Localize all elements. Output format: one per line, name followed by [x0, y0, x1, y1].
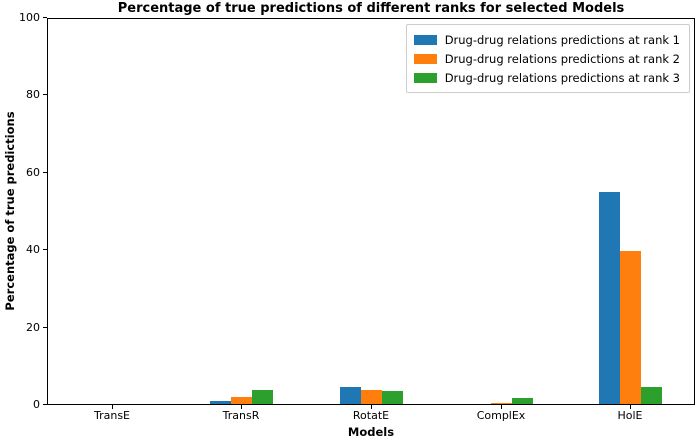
y-tick-label: 40 [26, 243, 40, 256]
bar-hole-rank3 [640, 387, 662, 404]
bar-rotate-rank1 [339, 387, 361, 404]
y-tick-mark [43, 327, 47, 328]
x-tick-label: TransR [222, 409, 260, 422]
legend: Drug-drug relations predictions at rank … [405, 24, 690, 93]
legend-label: Drug-drug relations predictions at rank … [444, 70, 680, 85]
y-tick-mark [43, 172, 47, 173]
x-tick-label: TransE [93, 409, 131, 422]
x-tick-mark [241, 405, 242, 409]
x-tick-mark [371, 405, 372, 409]
y-tick-mark [43, 94, 47, 95]
x-tick-mark [501, 405, 502, 409]
x-tick-mark [112, 405, 113, 409]
x-axis-label: Models [347, 425, 395, 439]
legend-label: Drug-drug relations predictions at rank … [444, 51, 680, 66]
x-tick-label: ComplEx [476, 409, 526, 422]
bar-transr-rank2 [230, 397, 252, 404]
bar-rotate-rank3 [381, 391, 403, 404]
chart-title: Percentage of true predictions of differ… [117, 1, 625, 16]
y-tick-mark [43, 249, 47, 250]
bar-complex-rank3 [511, 398, 533, 404]
y-tick-mark [43, 404, 47, 405]
bar-hole-rank2 [619, 251, 641, 404]
bar-transr-rank1 [209, 401, 231, 404]
bar-complex-rank2 [490, 403, 512, 404]
y-tick-mark [43, 17, 47, 18]
legend-swatch-icon [413, 34, 437, 45]
bar-hole-rank1 [598, 192, 620, 404]
bar-transr-rank3 [251, 390, 273, 404]
x-tick-mark [630, 405, 631, 409]
legend-item: Drug-drug relations predictions at rank … [413, 30, 680, 49]
y-axis-label: Percentage of true predictions [3, 111, 17, 311]
y-tick-label: 60 [26, 166, 40, 179]
y-tick-label: 100 [19, 11, 40, 24]
bar-rotate-rank2 [360, 390, 382, 404]
y-tick-label: 0 [33, 398, 40, 411]
y-tick-label: 80 [26, 88, 40, 101]
legend-item: Drug-drug relations predictions at rank … [413, 49, 680, 68]
legend-item: Drug-drug relations predictions at rank … [413, 68, 680, 87]
x-tick-label: RotatE [352, 409, 390, 422]
legend-label: Drug-drug relations predictions at rank … [444, 32, 680, 47]
y-tick-label: 20 [26, 321, 40, 334]
x-tick-label: HolE [617, 409, 643, 422]
legend-swatch-icon [413, 72, 437, 83]
legend-swatch-icon [413, 53, 437, 64]
